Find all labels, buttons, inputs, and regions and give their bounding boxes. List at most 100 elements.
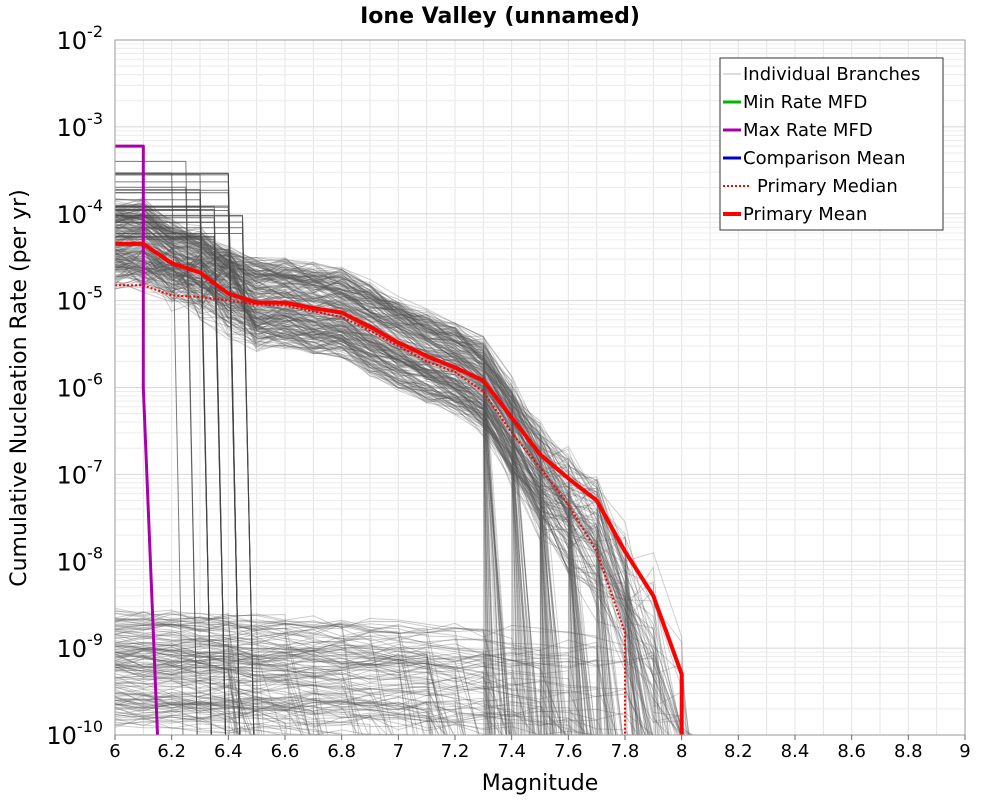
branch-line bbox=[114, 215, 643, 736]
branch-line bbox=[114, 224, 558, 736]
x-tick-label: 8.6 bbox=[837, 741, 866, 762]
branch-line bbox=[114, 697, 440, 736]
branch-line bbox=[114, 281, 530, 736]
chart-title: Ione Valley (unnamed) bbox=[360, 4, 640, 29]
branch-line bbox=[114, 249, 542, 736]
branch-line bbox=[114, 221, 658, 736]
branch-line bbox=[114, 203, 538, 736]
branch-line bbox=[114, 639, 448, 736]
y-ticks: 10-210-310-410-510-610-710-810-910-10 bbox=[46, 22, 103, 750]
branch-line bbox=[114, 208, 667, 736]
branch-line bbox=[114, 246, 562, 736]
branch-line bbox=[114, 208, 609, 736]
branch-line bbox=[114, 257, 689, 736]
x-tick-label: 6.8 bbox=[327, 741, 356, 762]
x-tick-label: 6.4 bbox=[214, 741, 243, 762]
branch-line bbox=[114, 658, 416, 736]
x-axis-label: Magnitude bbox=[482, 771, 599, 796]
branch-line bbox=[114, 675, 646, 736]
branch-line bbox=[114, 675, 252, 736]
branch-line bbox=[114, 258, 640, 736]
branch-line bbox=[114, 255, 555, 736]
branch-line bbox=[114, 263, 653, 736]
branch-line bbox=[114, 695, 324, 736]
branch-line bbox=[114, 258, 554, 736]
branch-line bbox=[114, 609, 236, 736]
branch-line bbox=[114, 228, 542, 736]
branch-line bbox=[114, 648, 567, 736]
branch-line bbox=[114, 229, 682, 736]
branch-line bbox=[114, 224, 657, 736]
branch-line bbox=[114, 710, 515, 736]
branch-line bbox=[114, 618, 360, 736]
legend-label: Primary Mean bbox=[743, 204, 867, 225]
x-tick-label: 8.8 bbox=[894, 741, 923, 762]
branch-line bbox=[114, 198, 522, 736]
branch-line bbox=[114, 247, 583, 736]
x-tick-label: 7.8 bbox=[611, 741, 640, 762]
branch-line bbox=[114, 620, 247, 736]
branch-line bbox=[114, 669, 322, 736]
branch-line bbox=[114, 714, 286, 736]
branch-line bbox=[114, 679, 548, 736]
branch-line bbox=[114, 247, 531, 736]
individual-branches bbox=[114, 160, 694, 736]
branch-line bbox=[114, 209, 492, 736]
branch-line bbox=[114, 254, 610, 736]
branch-line bbox=[114, 238, 572, 736]
branch-line bbox=[114, 249, 534, 736]
branch-line bbox=[114, 213, 499, 736]
legend-label: Min Rate MFD bbox=[743, 92, 867, 113]
branch-line bbox=[114, 679, 393, 736]
branch-line bbox=[114, 662, 466, 736]
branch-line bbox=[114, 222, 535, 736]
branch-line bbox=[114, 222, 638, 736]
x-tick-label: 7.4 bbox=[497, 741, 526, 762]
x-tick-label: 6.6 bbox=[271, 741, 300, 762]
y-tick-base: 10 bbox=[57, 461, 88, 489]
y-axis-label: Cumulative Nucleation Rate (per yr) bbox=[7, 189, 32, 587]
branch-line bbox=[114, 209, 609, 736]
y-tick-base: 10 bbox=[57, 288, 88, 316]
x-tick-label: 6 bbox=[109, 741, 120, 762]
branch-line bbox=[114, 655, 467, 736]
branch-line bbox=[114, 643, 646, 736]
branch-line bbox=[114, 246, 586, 736]
y-tick-base: 10 bbox=[46, 722, 77, 750]
y-tick-exponent: -5 bbox=[87, 283, 103, 302]
branch-line bbox=[114, 267, 582, 736]
branch-line bbox=[114, 631, 545, 736]
branch-line bbox=[114, 231, 507, 736]
branch-line bbox=[114, 684, 445, 736]
branch-line bbox=[114, 210, 567, 736]
branch-line bbox=[114, 208, 690, 736]
branch-line bbox=[114, 264, 554, 736]
branch-line bbox=[114, 203, 526, 736]
branch-line bbox=[114, 262, 546, 736]
branch-line bbox=[114, 655, 513, 736]
y-tick-base: 10 bbox=[57, 635, 88, 663]
branch-line bbox=[114, 235, 512, 736]
branch-line bbox=[114, 251, 608, 736]
branch-line bbox=[114, 624, 442, 736]
branch-line bbox=[114, 640, 230, 736]
y-tick-base: 10 bbox=[57, 27, 88, 55]
legend-label: Individual Branches bbox=[743, 64, 920, 85]
branch-line bbox=[114, 250, 552, 736]
branch-line bbox=[114, 686, 491, 736]
branch-line bbox=[114, 697, 432, 736]
branch-line bbox=[114, 205, 638, 736]
branch-line bbox=[114, 257, 633, 736]
y-tick-label: 10-2 bbox=[57, 22, 104, 55]
branch-line bbox=[114, 700, 263, 736]
branch-line bbox=[114, 707, 382, 736]
primary-median-line bbox=[115, 284, 626, 735]
branch-line bbox=[114, 621, 311, 736]
branch-line bbox=[114, 258, 554, 736]
branch-line bbox=[114, 214, 602, 736]
branch-line bbox=[114, 251, 569, 736]
branch-line bbox=[114, 228, 513, 736]
branch-line bbox=[114, 262, 633, 736]
branch-line bbox=[114, 622, 419, 736]
